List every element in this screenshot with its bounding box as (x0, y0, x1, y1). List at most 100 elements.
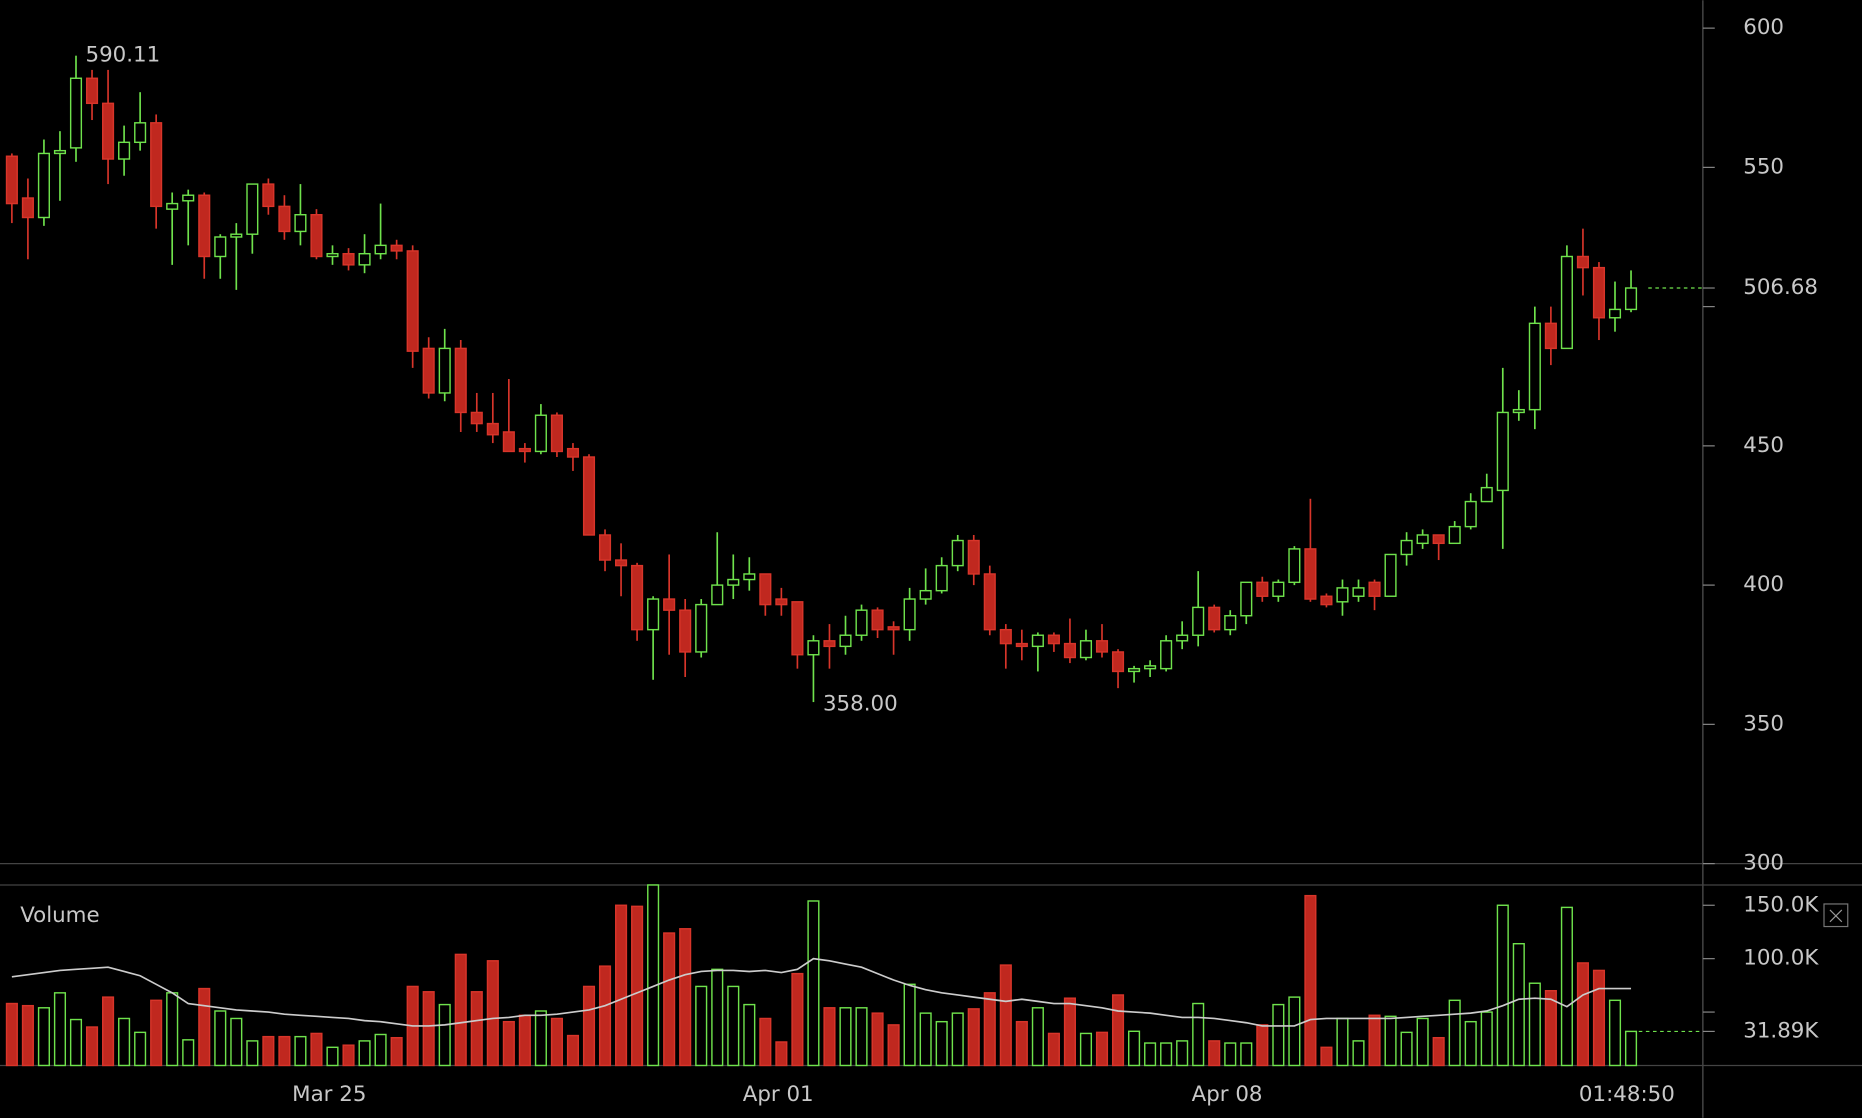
volume-bar (1560, 906, 1573, 1067)
volume-bar (85, 1026, 99, 1067)
volume-bar (230, 1017, 243, 1067)
candle-body (182, 194, 195, 202)
volume-bar (1256, 1024, 1269, 1067)
volume-bar (422, 991, 435, 1067)
candle-body (1336, 587, 1349, 603)
volume-bar (823, 1007, 836, 1067)
candle-body (342, 252, 355, 266)
candle-body (743, 573, 756, 581)
candle-body (1576, 255, 1589, 269)
candle-body (855, 609, 868, 636)
volume-bar (1015, 1020, 1028, 1067)
y-tick-label: 350 (1743, 711, 1784, 736)
volume-bar (1592, 969, 1606, 1067)
candle-body (294, 214, 307, 233)
volume-bar (1608, 999, 1622, 1067)
volume-bar (727, 985, 740, 1067)
candle-body (1288, 548, 1301, 584)
candle-body (454, 347, 467, 414)
candle-body (390, 244, 403, 252)
volume-bar (502, 1020, 515, 1067)
volume-bar (358, 1040, 371, 1067)
close-box[interactable] (1823, 903, 1849, 928)
volume-bar (1368, 1014, 1381, 1067)
close-button[interactable] (1823, 903, 1849, 928)
volume-bar (598, 965, 612, 1067)
candle-body (5, 155, 18, 205)
volume-bar (454, 953, 467, 1067)
y-tick-label: 300 (1743, 851, 1784, 876)
candle-body (310, 214, 323, 258)
candle-body (470, 411, 483, 425)
candle-body (1448, 525, 1461, 545)
volume-bar (967, 1008, 980, 1067)
candle-body (663, 598, 676, 611)
candle-body (150, 122, 163, 208)
volume-bar (310, 1032, 323, 1067)
volume-bar (647, 884, 660, 1067)
candle-body (1015, 642, 1028, 648)
volume-bar (5, 1002, 18, 1067)
volume-bar (711, 968, 724, 1067)
volume-bar (887, 1024, 900, 1067)
volume-bar (438, 1003, 451, 1067)
volume-bar (534, 1010, 547, 1067)
candle-body (1272, 581, 1285, 597)
candle-body (1079, 640, 1093, 659)
volume-bar (118, 1017, 131, 1067)
candle-body (1432, 534, 1445, 545)
volume-bar (1352, 1040, 1365, 1067)
candle-body (1416, 534, 1429, 545)
volume-bar (1576, 962, 1589, 1067)
volume-bar (1624, 1030, 1638, 1067)
candle-body (85, 77, 99, 105)
candle-body (198, 194, 211, 258)
volume-bar (1416, 1017, 1429, 1067)
volume-bar (1272, 1003, 1285, 1067)
volume-bar (326, 1046, 339, 1067)
candle-body (214, 236, 227, 258)
candle-body (1480, 486, 1493, 503)
volume-bar (374, 1033, 387, 1067)
candle-body (1031, 634, 1044, 648)
volume-bar (1224, 1042, 1237, 1067)
volume-bar (1192, 1002, 1205, 1067)
volume-bar (1063, 997, 1076, 1067)
candle-body (1608, 308, 1622, 319)
volume-bar (69, 1018, 83, 1067)
candle-body (1384, 553, 1397, 597)
volume-bar (663, 932, 676, 1067)
volume-bar (1432, 1036, 1445, 1067)
volume-bar (470, 991, 483, 1067)
volume-bar (1128, 1030, 1141, 1067)
volume-bar (1304, 894, 1317, 1067)
candle-body (871, 609, 884, 631)
candle-body (53, 149, 67, 155)
volume-bar (695, 985, 708, 1067)
volume-bar (1079, 1032, 1093, 1067)
candle-body (1224, 615, 1237, 631)
candle-body (759, 573, 772, 606)
candle-body (1368, 581, 1381, 597)
volume-bar (198, 987, 211, 1067)
volume-average (11, 957, 1632, 1027)
close-icon[interactable] (1829, 909, 1843, 923)
volume-bar (390, 1036, 403, 1067)
candle-body (518, 447, 531, 453)
volume-bar (615, 904, 628, 1067)
candle-body (1144, 665, 1157, 670)
volume-bar (566, 1034, 580, 1067)
candle-body (1624, 287, 1638, 311)
candle-body (134, 122, 147, 144)
volume-bar (134, 1031, 147, 1067)
candle-body (1047, 634, 1060, 645)
candle-body (374, 244, 387, 255)
candle-body (1320, 595, 1333, 606)
volume-bar (166, 992, 179, 1067)
candle-body (37, 152, 50, 219)
y-tick-label: 600 (1743, 15, 1784, 40)
volume-bar (1400, 1031, 1413, 1067)
volume-bar (839, 1007, 852, 1067)
volume-bar (1208, 1040, 1221, 1067)
volume-bar (855, 1007, 868, 1067)
